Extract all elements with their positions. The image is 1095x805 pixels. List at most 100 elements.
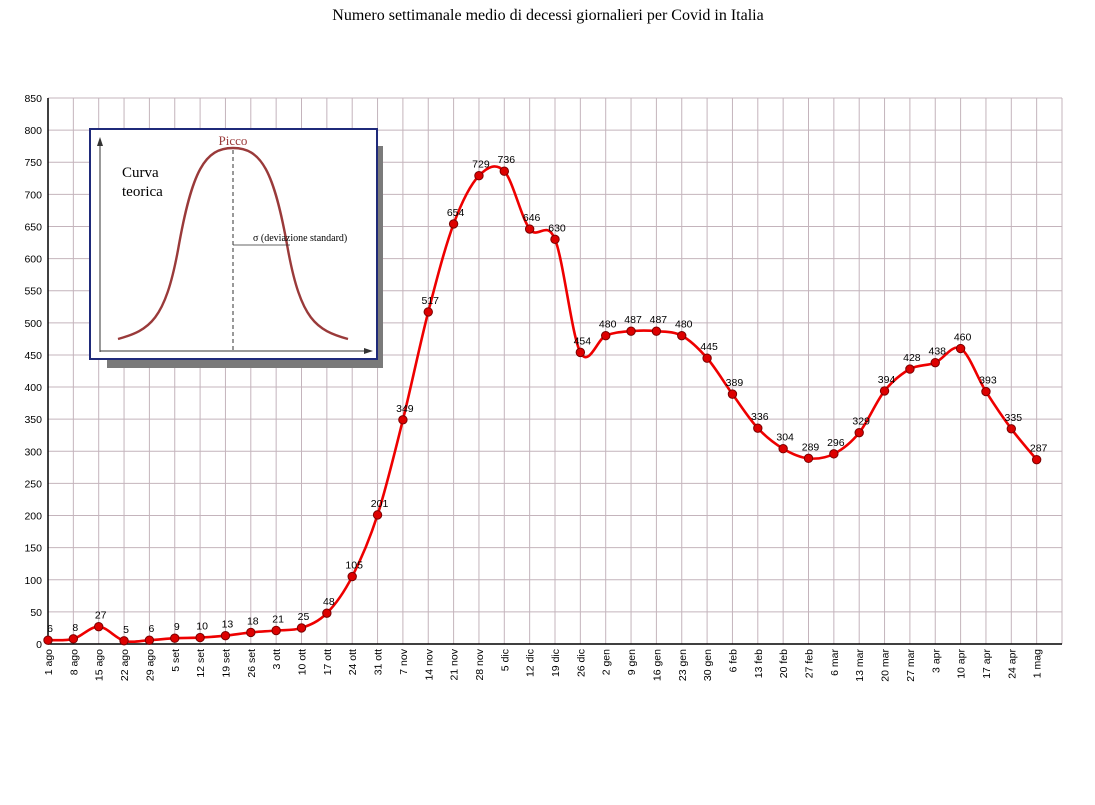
- inset-sigma-label: σ (deviazione standard): [253, 233, 347, 244]
- y-tick-label: 250: [24, 478, 42, 490]
- x-tick-label: 15 ago: [94, 649, 106, 681]
- theoretical-curve-inset: Picco Curva teorica σ (deviazione standa…: [89, 128, 383, 368]
- data-point: [271, 625, 281, 636]
- data-point: [170, 633, 180, 643]
- data-point: [829, 449, 839, 459]
- x-tick-label: 17 apr: [981, 649, 993, 679]
- data-label: 21: [272, 614, 284, 626]
- data-point: [423, 307, 433, 317]
- x-tick-label: 2 gen: [601, 649, 613, 675]
- data-label: 428: [903, 352, 921, 364]
- y-tick-label: 650: [24, 221, 42, 233]
- y-tick-label: 0: [36, 639, 42, 651]
- data-point: [651, 326, 662, 336]
- data-label: 487: [624, 314, 642, 326]
- data-label: 630: [548, 222, 566, 234]
- inset-title-line2: teorica: [122, 184, 163, 200]
- x-tick-label: 20 mar: [880, 649, 892, 682]
- data-label: 105: [345, 560, 363, 572]
- inset-x-arrow-icon: [364, 348, 373, 354]
- data-label: 329: [852, 416, 870, 428]
- data-point: [677, 330, 687, 341]
- x-tick-label: 27 mar: [905, 649, 917, 682]
- x-tick-label: 7 nov: [398, 648, 410, 674]
- y-tick-label: 450: [24, 350, 42, 362]
- data-label: 336: [751, 411, 769, 423]
- x-tick-label: 20 feb: [778, 649, 790, 678]
- data-point: [930, 357, 940, 368]
- data-label-layer: 6 8 27 5 6 9 10 13 18 21 25 48 105 201 349 517 654 729 736…: [47, 154, 1047, 636]
- x-tick-label: 27 feb: [804, 649, 816, 678]
- inset-peak-label: Picco: [219, 133, 248, 148]
- data-point: [803, 453, 814, 464]
- data-label: 296: [827, 437, 845, 449]
- x-tick-label: 3 apr: [930, 649, 942, 673]
- data-point: [398, 415, 408, 425]
- x-tick-label: 12 set: [195, 649, 207, 678]
- x-tick-label: 5 set: [170, 649, 182, 672]
- y-tick-label: 200: [24, 511, 42, 523]
- x-tick-label: 13 mar: [854, 649, 866, 682]
- chart-title: Numero settimanale medio di decessi gior…: [332, 7, 763, 24]
- data-point: [524, 224, 535, 234]
- axes: [47, 98, 1062, 645]
- data-label: 18: [247, 615, 259, 627]
- data-point: [981, 386, 991, 397]
- data-label: 480: [599, 319, 617, 331]
- x-tick-label: 6 feb: [727, 649, 739, 673]
- data-point: [1031, 454, 1042, 465]
- x-tick-label: 1 ago: [43, 649, 55, 675]
- y-tick-label: 600: [24, 254, 42, 266]
- data-label: 9: [174, 621, 180, 633]
- x-tick-label: 10 apr: [956, 649, 968, 679]
- data-label: 287: [1030, 443, 1048, 455]
- y-tick-label: 850: [24, 93, 42, 105]
- x-tick-label: 3 ott: [271, 649, 283, 670]
- data-label: 654: [447, 207, 465, 219]
- data-label: 349: [396, 403, 414, 415]
- x-tick-label: 21 nov: [449, 648, 461, 680]
- data-point: [68, 634, 79, 644]
- data-label: 729: [472, 159, 490, 171]
- data-label: 27: [95, 610, 107, 622]
- data-point: [322, 608, 332, 618]
- y-tick-label: 550: [24, 286, 42, 298]
- data-label: 48: [323, 596, 335, 608]
- data-point: [195, 632, 205, 643]
- data-point: [474, 171, 484, 181]
- data-label: 25: [298, 611, 310, 623]
- inset-title-line1: Curva: [122, 165, 159, 181]
- data-point: [753, 423, 763, 433]
- data-point: [905, 364, 915, 374]
- x-tick-label: 13 feb: [753, 649, 765, 678]
- data-point: [296, 623, 307, 633]
- data-label: 304: [776, 432, 794, 444]
- x-tick-label: 10 ott: [297, 649, 309, 675]
- data-label: 389: [726, 377, 744, 389]
- data-label: 5: [123, 624, 129, 636]
- data-label: 10: [196, 621, 208, 633]
- data-point: [854, 427, 864, 438]
- y-axis-ticks: 0 50 100 150 200 250 300 350 400 450 500 550 600 650 7…: [24, 93, 42, 651]
- y-tick-label: 700: [24, 189, 42, 201]
- data-label: 6: [148, 623, 154, 635]
- data-point: [220, 630, 231, 641]
- data-label: 394: [878, 374, 896, 386]
- inset-gaussian-curve: [117, 146, 349, 341]
- x-tick-label: 23 gen: [677, 649, 689, 681]
- data-point: [879, 386, 890, 396]
- data-label: 454: [574, 335, 592, 347]
- x-tick-label: 30 gen: [702, 649, 714, 681]
- data-point: [778, 444, 788, 454]
- data-label: 438: [928, 346, 946, 358]
- x-axis-ticks: 1 ago 8 ago 15 ago 22 ago 29 ago 5 set 12 set 1…: [43, 648, 1044, 681]
- data-point: [43, 635, 53, 645]
- data-point: [955, 343, 966, 354]
- x-tick-label: 9 gen: [626, 649, 638, 675]
- data-point: [727, 389, 738, 399]
- data-label: 393: [979, 375, 997, 387]
- data-label: 646: [523, 212, 541, 224]
- series-layer: [43, 165, 1042, 646]
- data-point: [499, 166, 509, 176]
